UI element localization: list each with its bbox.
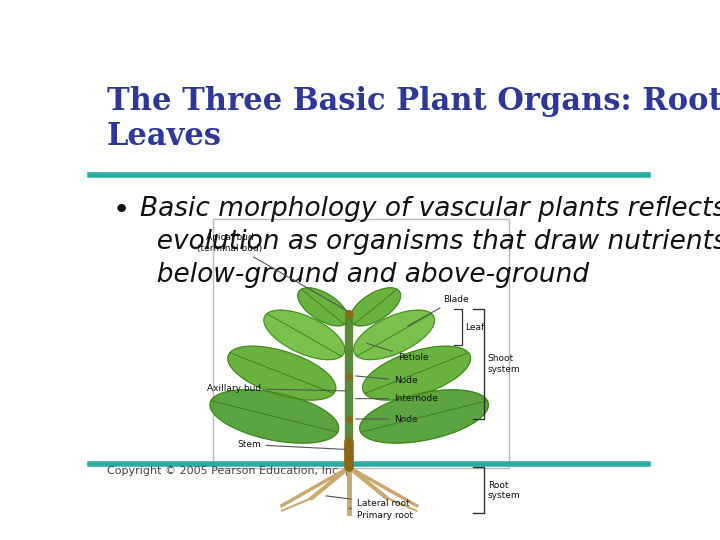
Polygon shape <box>354 310 435 360</box>
Polygon shape <box>264 310 345 360</box>
Text: Apical bud
(terminal bud): Apical bud (terminal bud) <box>197 233 347 310</box>
Text: Basic morphology of vascular plants reflects their
  evolution as organisms that: Basic morphology of vascular plants refl… <box>140 196 720 288</box>
Text: Leaf: Leaf <box>465 323 485 332</box>
Polygon shape <box>210 390 338 443</box>
Text: Blade: Blade <box>408 295 469 326</box>
Text: Petiole: Petiole <box>366 343 428 362</box>
Polygon shape <box>360 390 488 443</box>
Polygon shape <box>228 346 336 400</box>
Text: Internode: Internode <box>356 394 438 403</box>
Text: Axillary bud: Axillary bud <box>207 384 346 393</box>
FancyBboxPatch shape <box>213 219 508 468</box>
Text: Shoot
system: Shoot system <box>487 354 521 374</box>
Text: Copyright © 2005 Pearson Education, Inc. p: Copyright © 2005 Pearson Education, Inc.… <box>107 467 352 476</box>
Text: Node: Node <box>356 376 418 386</box>
Text: Node: Node <box>356 415 418 423</box>
Text: Primary root: Primary root <box>349 508 413 521</box>
Polygon shape <box>298 288 348 326</box>
Text: Lateral root: Lateral root <box>325 496 409 508</box>
Text: Stem: Stem <box>237 440 346 449</box>
Polygon shape <box>363 346 471 400</box>
Text: Root
system: Root system <box>487 481 521 500</box>
Text: The Three Basic Plant Organs: Roots, Stems, and
Leaves: The Three Basic Plant Organs: Roots, Ste… <box>107 85 720 152</box>
Text: •: • <box>112 196 130 224</box>
Polygon shape <box>350 288 400 326</box>
